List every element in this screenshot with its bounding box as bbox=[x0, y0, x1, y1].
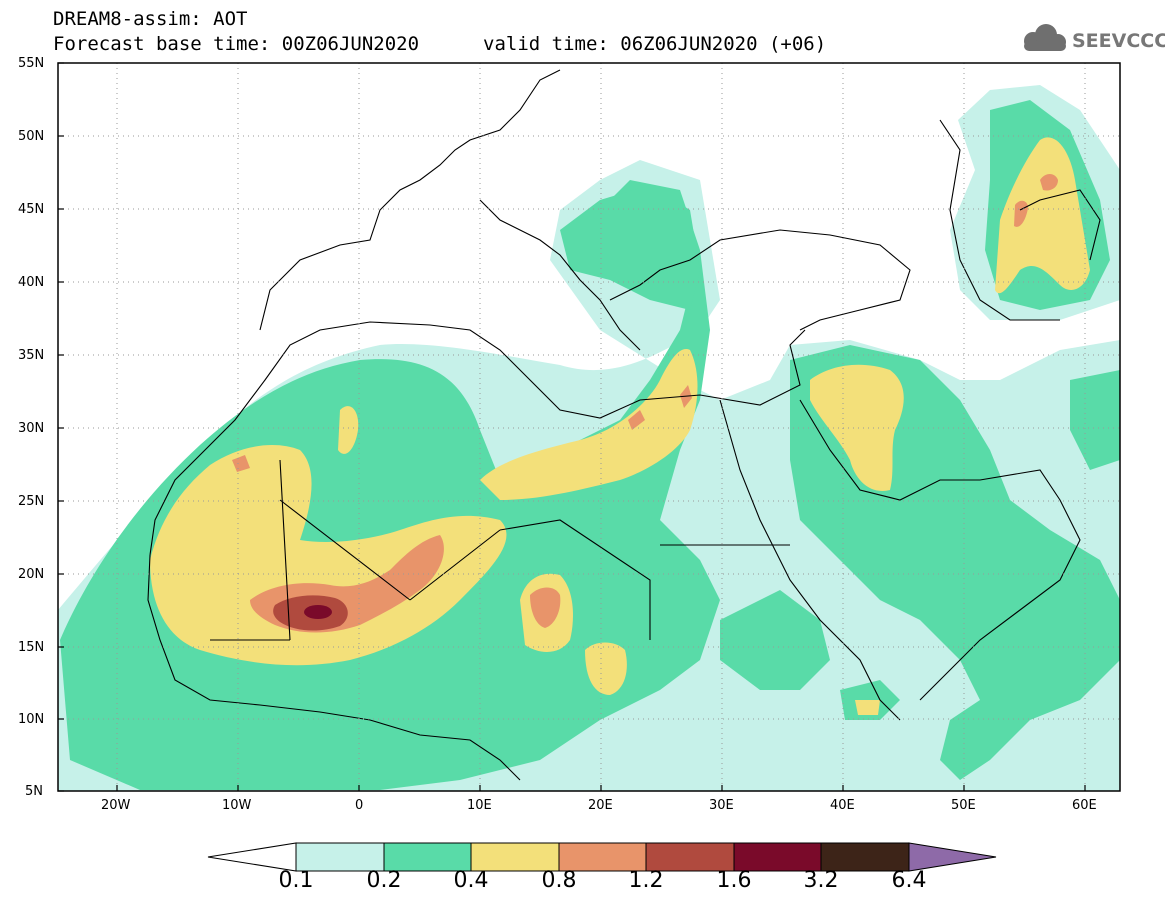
lon-label: 40E bbox=[830, 798, 855, 813]
lat-label: 5N bbox=[25, 784, 43, 799]
aot-fields bbox=[58, 85, 1120, 791]
lon-label: 10E bbox=[467, 798, 492, 813]
colorbar bbox=[207, 842, 997, 872]
lon-label: 0 bbox=[355, 798, 364, 813]
logo-text: SEEVCCC bbox=[1072, 30, 1165, 52]
lat-label: 15N bbox=[18, 640, 45, 655]
lat-label: 20N bbox=[18, 567, 45, 582]
lon-label: 20E bbox=[588, 798, 613, 813]
lat-label: 40N bbox=[18, 275, 45, 290]
lon-label: 20W bbox=[101, 798, 131, 813]
colorbar-swatch-0.8 bbox=[558, 842, 647, 872]
colorbar-label: 0.2 bbox=[366, 868, 402, 893]
chart-title: DREAM8-assim: AOT bbox=[53, 8, 248, 30]
lat-label: 55N bbox=[18, 56, 45, 71]
colorbar-swatch-3.2 bbox=[820, 842, 910, 872]
colorbar-label: 0.4 bbox=[453, 868, 489, 893]
colorbar-label: 0.8 bbox=[541, 868, 577, 893]
base-time: Forecast base time: 00Z06JUN2020 bbox=[53, 33, 420, 55]
colorbar-label: 0.1 bbox=[278, 868, 314, 893]
colorbar-swatch-0.1 bbox=[295, 842, 385, 872]
lat-label: 35N bbox=[18, 348, 45, 363]
axis-ticks bbox=[58, 62, 1086, 792]
colorbar-over-arrow bbox=[908, 842, 997, 872]
colorbar-label: 1.6 bbox=[716, 868, 752, 893]
colorbar-label: 6.4 bbox=[891, 868, 927, 893]
lon-label: 10W bbox=[222, 798, 252, 813]
lon-label: 50E bbox=[951, 798, 976, 813]
colorbar-under-arrow bbox=[207, 842, 297, 872]
lat-label: 50N bbox=[18, 129, 45, 144]
aot-field-1.6 bbox=[304, 605, 332, 619]
colorbar-swatch-1.6 bbox=[733, 842, 822, 872]
lat-label: 25N bbox=[18, 494, 45, 509]
graticule bbox=[58, 63, 1120, 791]
map-frame bbox=[57, 62, 1121, 792]
coastlines bbox=[147, 69, 1101, 781]
aot-field-0.4 bbox=[150, 137, 1090, 715]
lon-label: 60E bbox=[1072, 798, 1097, 813]
colorbar-swatch-0.4 bbox=[470, 842, 560, 872]
lat-label: 45N bbox=[18, 202, 45, 217]
colorbar-label: 3.2 bbox=[803, 868, 839, 893]
lat-label: 10N bbox=[18, 712, 45, 727]
colorbar-swatch-0.2 bbox=[383, 842, 472, 872]
seevccc-logo-icon bbox=[1024, 24, 1066, 51]
lat-label: 30N bbox=[18, 421, 45, 436]
lon-label: 30E bbox=[709, 798, 734, 813]
colorbar-swatch-1.2 bbox=[645, 842, 735, 872]
colorbar-label: 1.2 bbox=[628, 868, 664, 893]
valid-time: valid time: 06Z06JUN2020 (+06) bbox=[483, 33, 827, 55]
